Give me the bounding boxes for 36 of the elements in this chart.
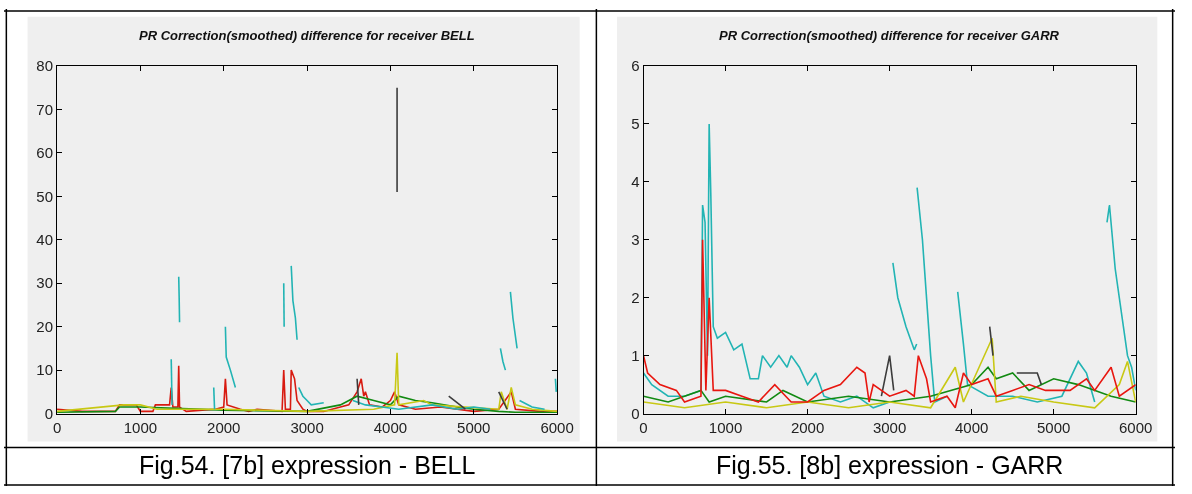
y-tick-label: 0 (631, 404, 640, 422)
y-tick-label: 60 (36, 144, 54, 162)
x-tick-label: 4000 (954, 418, 989, 436)
chart-title: PR Correction(smoothed) difference for receiver BELL (139, 28, 475, 43)
x-tick-label: 3000 (290, 418, 324, 436)
y-tick-label: 20 (36, 317, 54, 335)
y-tick-label: 80 (36, 57, 54, 75)
line-series (57, 351, 558, 413)
caption: Fig.54. [7b] expression - BELL (139, 451, 476, 479)
x-tick-label: 3000 (872, 418, 907, 436)
x-tick-label: 4000 (373, 418, 408, 436)
y-tick-label: 40 (36, 231, 54, 249)
y-tick-label: 3 (631, 231, 640, 249)
y-tick-label: 70 (36, 100, 54, 118)
chart-title: PR Correction(smoothed) difference for receiver GARR (719, 28, 1060, 43)
caption: Fig.55. [8b] expression - GARR (716, 451, 1064, 479)
x-tick-label: 2000 (207, 418, 241, 436)
y-tick-label: 2 (631, 288, 640, 306)
y-tick-label: 50 (36, 187, 54, 205)
x-tick-label: 6000 (1119, 418, 1153, 436)
x-tick-label: 5000 (1036, 418, 1071, 436)
y-tick-label: 5 (631, 115, 640, 133)
y-tick-label: 0 (44, 404, 54, 422)
y-tick-label: 6 (631, 57, 640, 75)
y-tick-label: 1 (631, 346, 640, 364)
y-tick-label: 10 (36, 361, 54, 379)
x-tick-label: 2000 (790, 418, 825, 436)
line-series (643, 337, 1136, 409)
x-tick-label: 6000 (540, 418, 574, 436)
line-series (643, 366, 1136, 403)
x-tick-label: 5000 (457, 418, 491, 436)
x-tick-label: 1000 (123, 418, 158, 436)
line-series (643, 238, 1136, 409)
y-tick-label: 4 (631, 173, 640, 191)
x-tick-label: 1000 (708, 418, 743, 436)
y-tick-label: 30 (36, 274, 54, 292)
